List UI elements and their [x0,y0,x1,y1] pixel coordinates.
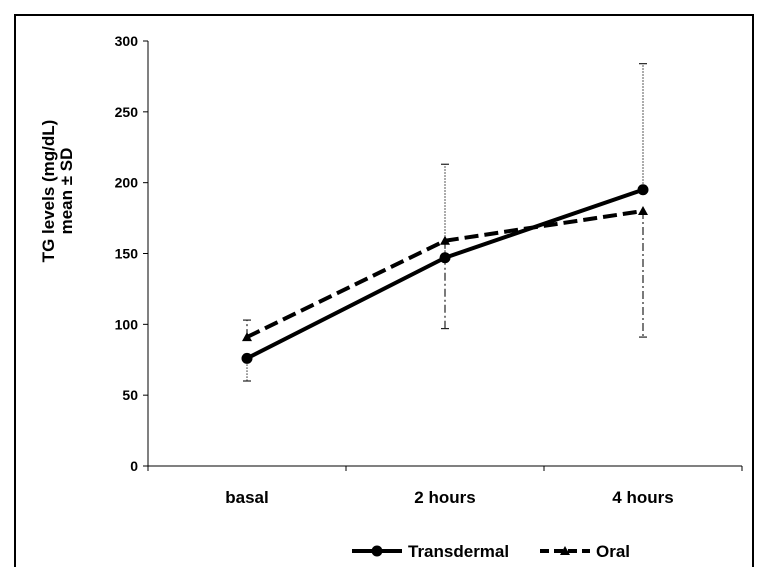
y-tick-label: 150 [115,246,139,262]
x-tick-label: 4 hours [612,488,673,507]
axes: 0 50 100 150 200 250 300 basal 2 hours 4 hours [115,33,743,507]
legend-marker-oral [560,546,570,555]
point-oral [440,235,450,245]
y-tick-label: 300 [115,33,139,49]
legend: Transdermal Oral [352,542,630,561]
y-axis-label: TG levels (mg/dL) mean ± SD [39,120,76,263]
y-axis-label-line-2: mean ± SD [57,148,76,235]
x-tick-label: 2 hours [414,488,475,507]
chart-frame: TG levels (mg/dL) mean ± SD 0 50 100 150 200… [14,14,754,567]
y-axis-label-line-1: TG levels (mg/dL) [39,120,58,263]
legend-marker-transdermal [371,545,383,557]
error-bars [243,63,647,382]
y-tick-label: 100 [115,316,139,332]
y-tick-label: 200 [115,175,139,191]
point-transdermal [439,252,451,264]
y-tick-label: 0 [130,458,138,474]
line-chart: TG levels (mg/dL) mean ± SD 0 50 100 150 200… [39,33,743,561]
y-tick-label: 50 [122,387,138,403]
legend-label-oral: Oral [596,542,630,561]
point-transdermal [241,352,253,364]
x-tick-label: basal [225,488,268,507]
point-oral [242,332,252,342]
y-tick-label: 250 [115,104,139,120]
point-transdermal [637,184,649,196]
point-oral [638,206,648,215]
legend-label-transdermal: Transdermal [408,542,509,561]
series-markers [241,184,649,364]
